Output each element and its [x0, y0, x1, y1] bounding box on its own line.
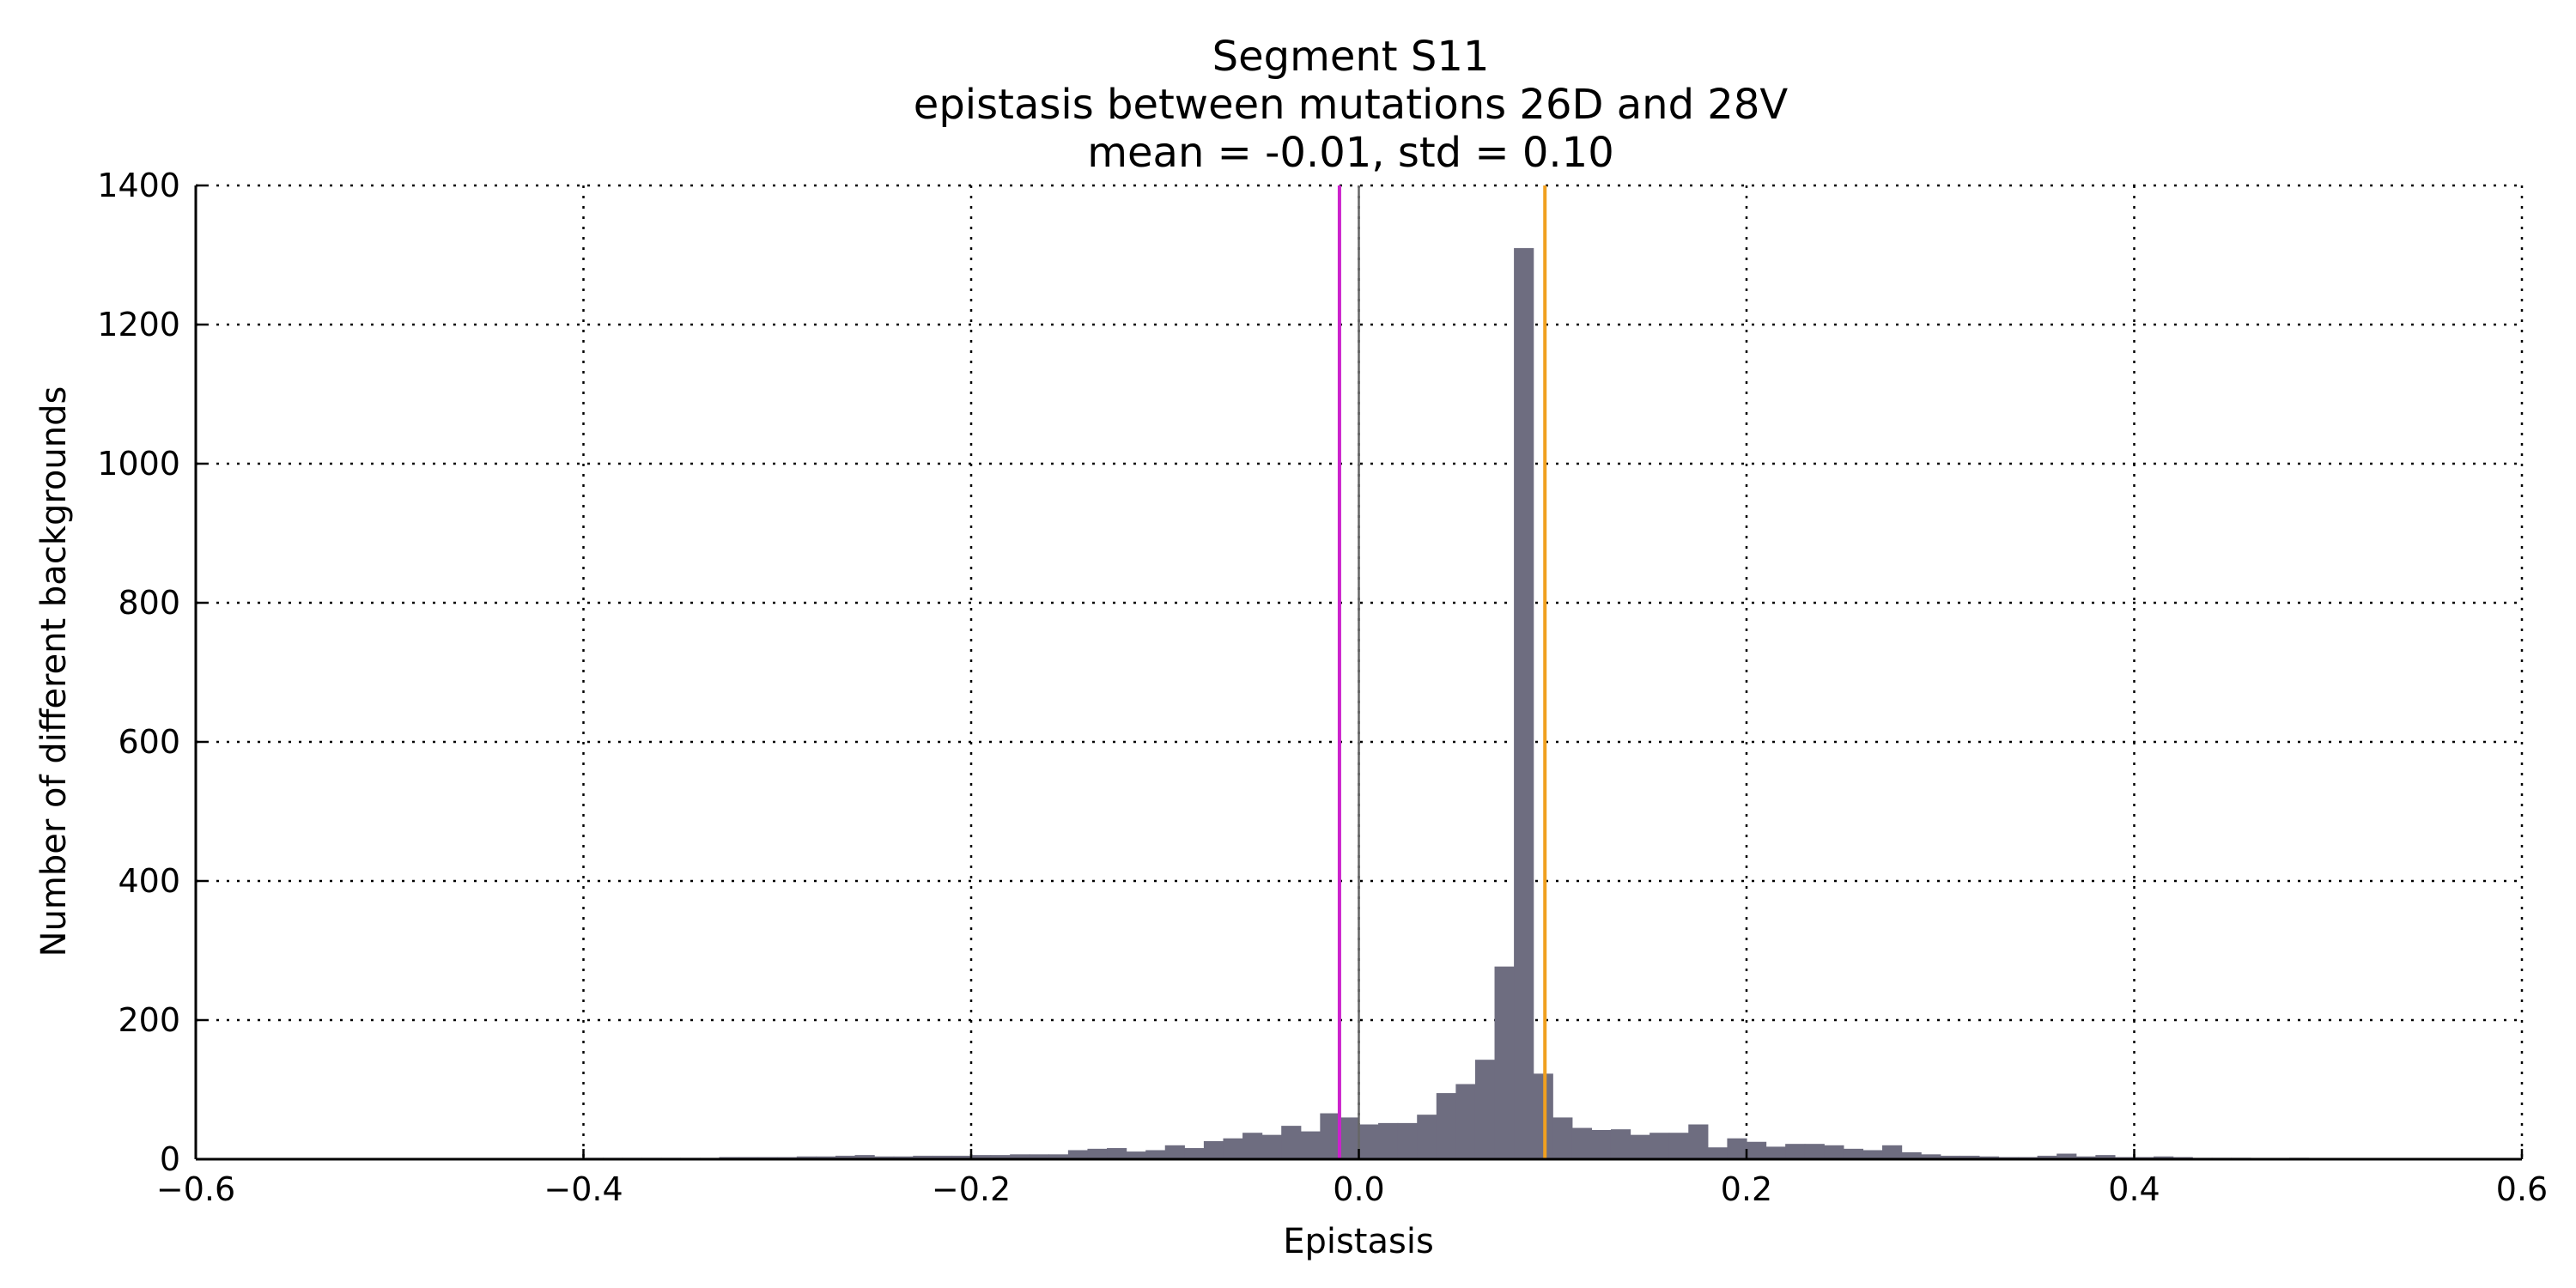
- histogram-bar: [1048, 1154, 1069, 1159]
- histogram-bar: [1397, 1122, 1418, 1159]
- x-tick-label: −0.4: [544, 1170, 623, 1208]
- x-tick-label: 0.4: [2108, 1170, 2160, 1208]
- histogram-bar: [951, 1155, 972, 1159]
- histogram-bar: [1591, 1129, 1612, 1159]
- histogram-bar: [1281, 1126, 1302, 1159]
- histogram-bar: [2075, 1156, 2096, 1159]
- title-line-1: Segment S11: [1212, 33, 1490, 81]
- histogram-bar: [854, 1155, 875, 1159]
- histogram-bar: [1785, 1144, 1806, 1159]
- histogram-bar: [816, 1156, 836, 1159]
- histogram-bar: [1552, 1117, 1573, 1159]
- histogram-bar: [1804, 1144, 1825, 1159]
- histogram-bar: [1417, 1115, 1437, 1159]
- x-tick-label: −0.2: [932, 1170, 1011, 1208]
- histogram-bar: [1921, 1154, 1941, 1159]
- histogram-bar: [1223, 1138, 1243, 1159]
- histogram-bar: [1320, 1113, 1340, 1159]
- histogram-bar: [1087, 1148, 1108, 1159]
- histogram-bar: [1824, 1145, 1844, 1159]
- histogram-bar: [1126, 1151, 1146, 1159]
- y-tick-label: 1000: [97, 445, 180, 483]
- histogram-bar: [2037, 1155, 2057, 1159]
- histogram-bar: [893, 1156, 914, 1159]
- histogram-bar: [1145, 1150, 1166, 1159]
- y-axis-label: Number of different backgrounds: [34, 386, 74, 957]
- histogram-bar: [1242, 1133, 1263, 1159]
- histogram-bar: [1843, 1148, 1864, 1159]
- histogram-bar: [1261, 1134, 1282, 1159]
- y-tick-label: 800: [118, 584, 180, 622]
- histogram-bar: [1436, 1093, 1456, 1159]
- y-tick-label: 400: [118, 862, 180, 900]
- histogram-bar: [1203, 1140, 1224, 1159]
- histogram-bar: [1164, 1145, 1185, 1159]
- histogram-bar: [1649, 1133, 1670, 1159]
- histogram-bar: [796, 1156, 817, 1159]
- histogram-bar: [2057, 1153, 2077, 1159]
- histogram-bar: [1940, 1155, 1960, 1159]
- histogram-bar: [874, 1156, 895, 1159]
- histogram-bar: [1010, 1154, 1030, 1159]
- x-tick-label: 0.0: [1333, 1170, 1384, 1208]
- histogram-bar: [1688, 1124, 1709, 1159]
- histogram-bar: [1862, 1150, 1883, 1159]
- y-tick-label: 600: [118, 723, 180, 761]
- histogram-bar: [1339, 1117, 1360, 1159]
- histogram-bar: [1455, 1084, 1476, 1159]
- histogram-bar: [990, 1155, 1011, 1159]
- histogram-bar: [1107, 1148, 1127, 1159]
- x-tick-label: −0.6: [156, 1170, 235, 1208]
- y-tick-label: 200: [118, 1001, 180, 1039]
- title-line-3: mean = -0.01, std = 0.10: [1087, 129, 1613, 177]
- histogram-bar: [1494, 966, 1515, 1159]
- histogram-bar: [1978, 1156, 2000, 1159]
- histogram-bar: [1184, 1148, 1205, 1159]
- x-axis-label: Epistasis: [1283, 1222, 1434, 1261]
- axes: [194, 184, 2524, 1161]
- histogram-bar: [1882, 1145, 1903, 1159]
- chart-title: Segment S11 epistasis between mutations …: [914, 33, 1789, 177]
- histogram-bar: [1571, 1127, 1592, 1159]
- histogram-bar: [1630, 1134, 1650, 1159]
- histogram-bar: [1067, 1150, 1089, 1159]
- histogram-bar: [971, 1155, 992, 1159]
- x-tick-label: 0.6: [2496, 1170, 2548, 1208]
- histogram-bar: [1474, 1060, 1496, 1159]
- histogram-bar: [1668, 1133, 1689, 1159]
- histogram-bar: [1029, 1154, 1049, 1159]
- y-tick-label: 0: [160, 1140, 180, 1178]
- tick-labels: −0.6 −0.4 −0.2 0.0 0.2 0.4 0.6 0 200 400 600 800 100…: [97, 167, 2548, 1208]
- title-line-2: epistasis between mutations 26D and 28V: [914, 81, 1789, 129]
- histogram-bar: [1727, 1138, 1747, 1159]
- histogram-bar: [1514, 247, 1534, 1159]
- histogram-bar: [1358, 1124, 1379, 1159]
- histogram-bar: [1765, 1146, 1786, 1159]
- histogram-bar: [1300, 1131, 1321, 1159]
- histogram-bar: [1747, 1141, 1767, 1159]
- histogram-bar: [1901, 1151, 1922, 1159]
- histogram-bar: [2095, 1155, 2116, 1159]
- x-tick-label: 0.2: [1721, 1170, 1772, 1208]
- histogram-bar: [1378, 1122, 1399, 1159]
- y-tick-label: 1400: [97, 167, 180, 204]
- histogram-bar: [2154, 1156, 2174, 1159]
- histogram-bar: [835, 1155, 856, 1159]
- histogram-bar: [1610, 1129, 1631, 1159]
- y-tick-label: 1200: [97, 306, 180, 343]
- histogram-bar: [1707, 1147, 1728, 1159]
- histogram-bar: [932, 1155, 953, 1159]
- histogram-bar: [913, 1155, 933, 1159]
- histogram-bar: [1959, 1155, 1980, 1159]
- reference-lines: [1337, 185, 1547, 1159]
